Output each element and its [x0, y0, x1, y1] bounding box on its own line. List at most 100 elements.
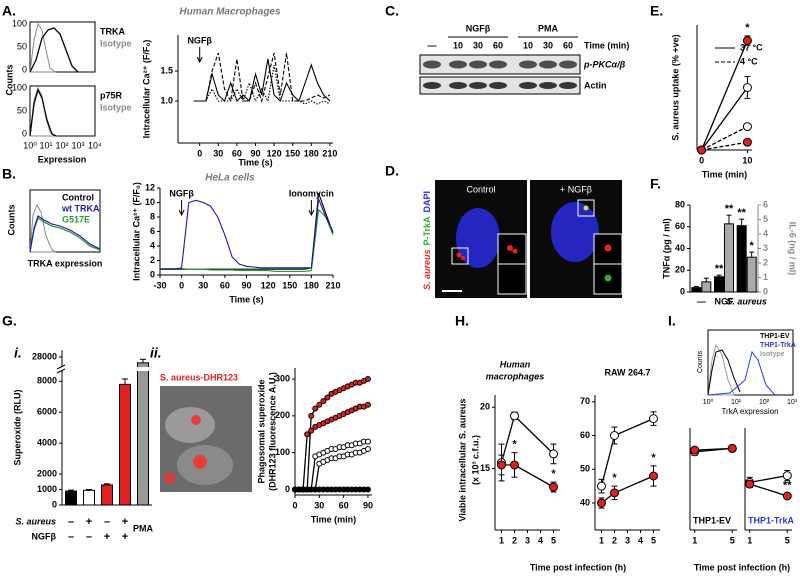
bar	[119, 383, 131, 506]
y-axis-label: TNFα (pg / ml)	[661, 218, 671, 279]
y2-tick-label: 4	[763, 228, 768, 238]
trka-histogram	[707, 350, 776, 396]
panel-title: HeLa cells	[205, 173, 255, 184]
line	[701, 126, 748, 151]
legend-label: TRKA	[100, 26, 125, 36]
flow-frame	[29, 85, 96, 137]
flow-tick-label: 100	[12, 82, 27, 92]
y-tick-label: 80	[675, 199, 685, 209]
y-axis-label: Superoxide (RLU)	[12, 389, 22, 465]
lane-label: —	[428, 40, 437, 50]
stain-label: DAPI	[422, 191, 432, 213]
axis-label: Expression	[38, 154, 87, 164]
lane-label: 30	[543, 40, 553, 50]
roi	[577, 199, 595, 217]
lane-label: 60	[493, 40, 503, 50]
marker	[308, 427, 315, 434]
annotation: *	[750, 240, 755, 252]
inset-dot	[512, 248, 518, 254]
line	[501, 464, 554, 488]
x-tick-label: 5	[785, 535, 790, 545]
marker	[742, 122, 752, 132]
band	[489, 60, 507, 69]
y-tick-label: 4000	[37, 438, 57, 448]
y-tick-label: 2	[150, 255, 155, 265]
panel-label: F.	[650, 176, 661, 192]
bacteria	[583, 205, 589, 211]
marker	[745, 479, 755, 489]
x-tick-label: 150	[285, 148, 300, 158]
y-tick-label: 0	[52, 499, 57, 509]
flow-tick-label: 0	[22, 64, 27, 74]
line	[749, 474, 788, 484]
x-tick-label: 4	[538, 535, 543, 545]
band	[489, 82, 507, 89]
axis-label: Viable intracellular S. aureus	[457, 399, 467, 522]
y-axis-label: (DHR123 fluorescence A.U.)	[267, 372, 277, 491]
marker	[510, 460, 519, 470]
x-tick-label: 0	[292, 500, 297, 510]
x-tick-label: 30	[198, 280, 208, 290]
marker	[304, 431, 311, 438]
chart-title: RAW 264.7	[604, 367, 650, 377]
marker	[782, 491, 792, 501]
x-tick-label: 60	[339, 500, 349, 510]
y-axis-label: Intracellular Ca²⁺ (F/F₀)	[131, 182, 141, 281]
band	[559, 82, 577, 89]
break-mark	[56, 364, 66, 370]
annotation: **	[725, 203, 734, 215]
annotation: **	[737, 207, 746, 219]
row-label: p-PKCα/β	[583, 59, 626, 69]
x-tick-label: 180	[304, 148, 319, 158]
y-tick-label: 12	[145, 182, 155, 192]
chart-title: macrophages	[486, 371, 545, 381]
y-tick-label: 300	[275, 373, 290, 383]
annotation: NGFβ	[169, 188, 194, 198]
band	[519, 60, 537, 69]
annotation: Ionomycin	[289, 188, 334, 198]
flow-tick-label: 50	[17, 41, 27, 51]
y-tick-label: 60	[675, 221, 685, 231]
legend-label: wt TRKA	[61, 203, 100, 213]
bacteria	[456, 252, 462, 258]
x-tick-label: 5	[651, 535, 656, 545]
x-tick-label: 90	[250, 148, 260, 158]
bacteria	[164, 472, 176, 484]
axis-label: TrkA expression	[721, 407, 778, 416]
x-tick-label: 1	[747, 535, 752, 545]
marker	[742, 36, 752, 46]
marker	[316, 401, 323, 408]
marker	[597, 481, 606, 491]
marker	[364, 486, 371, 493]
marker	[364, 445, 371, 452]
panel-label: I.	[668, 313, 676, 329]
sign: –	[104, 516, 110, 528]
x-tick-label: 60	[232, 148, 242, 158]
y-tick-label: 100	[275, 447, 290, 457]
marker	[782, 471, 792, 481]
legend-label: Isotype	[100, 38, 132, 48]
x-tick-label: 5	[551, 535, 556, 545]
y2-tick-label: 5	[763, 214, 768, 224]
lane-label: 10	[523, 40, 533, 50]
flow-frame	[707, 329, 794, 396]
bar	[746, 256, 757, 293]
panel-label: B.	[2, 166, 16, 182]
chart-title: Human	[500, 359, 531, 369]
y-tick-label: 20	[480, 402, 490, 412]
y-tick-label: 40	[580, 497, 590, 507]
y-axis-label: Intracellular Ca²⁺ (F/F₀)	[141, 40, 151, 139]
line	[600, 418, 654, 487]
inset-dot	[507, 245, 513, 251]
y2-tick-label: 3	[763, 243, 768, 253]
flow-tick-label: 50	[17, 105, 27, 115]
inset	[497, 263, 527, 295]
marker	[510, 411, 519, 421]
x-axis-label: Time (min)	[311, 514, 356, 524]
g517e-histogram	[29, 216, 101, 253]
sign: +	[86, 516, 92, 528]
x-axis-label: Time (s)	[229, 294, 263, 304]
sign: +	[122, 531, 128, 543]
axis-label: Time post infection (h)	[530, 562, 626, 572]
marker	[364, 438, 371, 445]
